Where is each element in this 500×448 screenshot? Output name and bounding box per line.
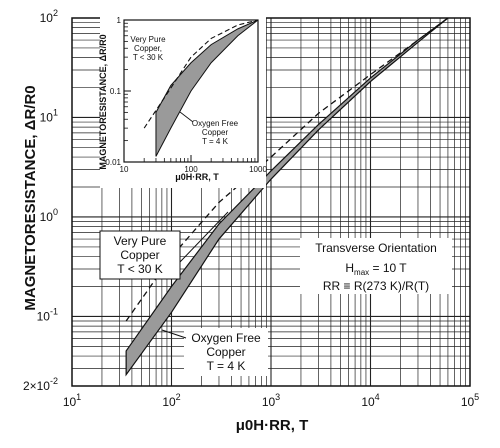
x-axis-title: μ0H·RR, T [236, 417, 309, 434]
y-tick-label: 2×10-2 [23, 376, 58, 393]
oxygen-free-label-line: Oxygen Free [191, 331, 261, 345]
x-tick-label: 102 [162, 392, 180, 409]
inset-x-tick-label: 100 [184, 165, 198, 174]
y-axis-title: MAGNETORESISTANCE, ΔR/R0 [22, 85, 39, 310]
inset-very-pure-line-label: Copper, [134, 44, 162, 53]
very-pure-label-box [99, 230, 181, 280]
oxygen-free-copper-band [125, 17, 449, 377]
inset-chart: 10 100 1000 0.01 0.1 1 μ0H·RR, T MAGNETORESIS… [98, 16, 267, 188]
inset-x-tick-label: 10 [120, 165, 129, 174]
very-pure-leader [179, 211, 229, 263]
inset-tick-labels: 10 100 1000 0.01 0.1 1 [105, 16, 267, 174]
inset-oxygen-free-leader [179, 111, 194, 123]
rr-definition: RR ≡ R(273 K)/R(T) [323, 279, 429, 293]
y-tick-label: 101 [40, 107, 58, 124]
inset-y-tick-label: 1 [117, 16, 122, 25]
inset-y-axis-title: MAGNETORESISTANCE, ΔR/R0 [98, 34, 108, 169]
inset-x-tick-label: 1000 [249, 165, 267, 174]
inset-very-pure-line [143, 19, 259, 129]
inset-very-pure-line-label: Very Pure [130, 35, 166, 44]
inset-y-tick-label: 0.1 [110, 87, 122, 96]
y-tick-label: 102 [40, 8, 58, 25]
x-tick-label: 103 [262, 392, 280, 409]
x-tick-label: 104 [361, 392, 379, 409]
oxygen-free-leader [161, 329, 187, 339]
inset-very-pure-line-label: T < 30 K [133, 53, 164, 62]
very-pure-label-line: Copper [120, 248, 159, 262]
hmax-label: Hmax = 10 T [345, 261, 407, 277]
orientation-label: Transverse Orientation [315, 241, 437, 255]
inset-plot-frame [123, 19, 259, 163]
orientation-box [300, 238, 452, 294]
oxygen-free-label-box [184, 328, 268, 376]
oxygen-free-label-line: Copper [206, 345, 245, 359]
inset-grid [123, 22, 256, 163]
x-tick-label: 101 [63, 392, 81, 409]
x-tick-label: 105 [461, 392, 479, 409]
inset-x-axis-title: μ0H·RR, T [175, 172, 219, 182]
inset-oxygen-free-line-label: Oxygen Free [192, 119, 239, 128]
very-pure-label-line: T < 30 K [117, 262, 162, 276]
inset-y-tick-label: 0.01 [105, 158, 121, 167]
inset-series [143, 19, 259, 157]
inset-oxygen-free-line-label: T = 4 K [202, 137, 229, 146]
inset-oxygen-free-band [155, 19, 259, 157]
y-tick-label: 10-1 [37, 306, 58, 323]
y-tick-label: 100 [40, 207, 58, 224]
main-plot-frame [71, 17, 471, 387]
oxygen-free-label-line: T = 4 K [207, 359, 246, 373]
very-pure-label-line: Very Pure [114, 234, 167, 248]
inset-oxygen-free-line-label: Copper [202, 128, 229, 137]
